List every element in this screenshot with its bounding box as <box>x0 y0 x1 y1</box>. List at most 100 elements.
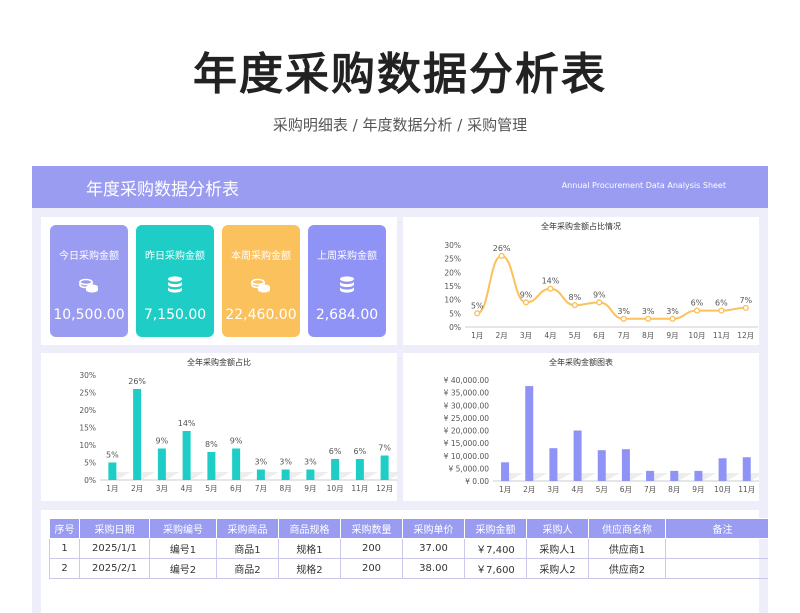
data-label: 7% <box>739 296 752 305</box>
table-cell: 38.00 <box>402 558 465 579</box>
x-tick-label: 8月 <box>668 485 680 494</box>
data-label: 6% <box>715 299 728 308</box>
kpi-label: 昨日采购金额 <box>145 251 205 262</box>
bar <box>646 470 655 481</box>
bar <box>133 389 142 480</box>
x-tick-label: 1月 <box>106 484 118 493</box>
table-cell: 规格1 <box>278 538 341 559</box>
y-tick-label: 15% <box>444 282 461 291</box>
data-point <box>547 285 554 292</box>
kpi-card-yesterday: 昨日采购金额 7,150.00 <box>136 225 214 337</box>
data-label: 6% <box>691 299 704 308</box>
table-cell: 商品2 <box>216 558 279 579</box>
sheet: 年度采购数据分析表 Annual Procurement Data Analys… <box>32 166 768 613</box>
data-point <box>498 252 505 260</box>
data-point <box>669 315 676 322</box>
table-cell <box>665 558 768 579</box>
chart-title: 全年采购金额图表 <box>549 357 613 367</box>
data-point <box>645 315 652 322</box>
bar <box>281 469 290 480</box>
table-header-cell: 采购编号 <box>149 518 217 539</box>
bar <box>207 452 216 480</box>
table-cell: 供应商2 <box>588 558 666 579</box>
data-point <box>742 304 749 311</box>
x-tick-label: 12月 <box>376 484 393 493</box>
kpi-card-today: 今日采购金额 10,500.00 <box>50 225 128 337</box>
data-label: 26% <box>493 244 511 253</box>
bar <box>380 455 389 480</box>
data-point <box>718 307 725 314</box>
y-tick-label: 30% <box>444 241 461 250</box>
y-tick-label: 0% <box>449 323 461 332</box>
x-tick-label: 7月 <box>618 331 630 340</box>
data-point <box>571 302 578 309</box>
data-label: 3% <box>279 458 292 467</box>
bar <box>256 469 265 480</box>
bar <box>525 386 534 481</box>
y-tick-label: 25% <box>79 389 96 398</box>
bar <box>501 462 510 481</box>
percent-bar-chart: 全年采购金额占比 0% 5% 10% 15% 20% 25% 30% 1月 2月 3月 4月 5月 6月 7… <box>79 357 397 493</box>
y-tick-label: ¥ 5,000.00 <box>448 464 489 473</box>
x-tick-label: 2月 <box>131 484 143 493</box>
kpi-card-this-week: 本周采购金额 22,460.00 <box>222 225 300 337</box>
line-chart-panel: 全年采购金额占比情况 0% 5% 10% 15% 20% 25% 30% 1月 2月 3月 4月 5月 6… <box>403 217 759 345</box>
table-cell: 采购人2 <box>526 558 589 579</box>
data-label: 14% <box>542 277 560 286</box>
y-tick-label: 20% <box>444 268 461 277</box>
bar <box>573 430 582 481</box>
kpi-value: 7,150.00 <box>143 307 207 323</box>
data-point <box>522 299 530 306</box>
bar <box>182 431 191 480</box>
data-label: 6% <box>354 447 367 456</box>
y-tick-label: ¥ 40,000.00 <box>444 376 490 385</box>
table-cell: 编号1 <box>149 538 217 559</box>
y-tick-label: ¥ 25,000.00 <box>444 414 490 423</box>
data-label: 3% <box>304 458 317 467</box>
bar <box>670 470 679 481</box>
x-tick-label: 3月 <box>520 331 532 340</box>
table-header-cell: 采购商品 <box>216 518 279 539</box>
table-cell: 2 <box>49 558 80 579</box>
x-tick-label: 5月 <box>596 485 608 494</box>
kpi-label: 今日采购金额 <box>59 251 119 262</box>
data-label: 9% <box>230 437 243 446</box>
data-point <box>596 299 603 306</box>
bar <box>597 450 606 481</box>
data-label: 9% <box>156 437 169 446</box>
x-tick-label: 4月 <box>571 485 583 494</box>
detail-table: 序号 采购日期 采购编号 采购商品 商品规格 采购数量 采购单价 采购金额 采购人 供应商名称 备注… <box>49 518 768 579</box>
page-subtitle: 采购明细表 / 年度数据分析 / 采购管理 <box>272 116 528 134</box>
y-tick-label: ¥ 20,000.00 <box>444 427 490 436</box>
y-tick-label: ¥ 35,000.00 <box>444 389 490 398</box>
table-cell: 规格2 <box>278 558 341 579</box>
x-tick-label: 9月 <box>692 485 704 494</box>
table-header-row: 序号 采购日期 采购编号 采购商品 商品规格 采购数量 采购单价 采购金额 采购人 供应商名称 备注 <box>49 518 768 539</box>
table-header-cell: 供应商名称 <box>588 518 666 539</box>
y-tick-label: 25% <box>444 255 461 264</box>
sheet-title: 年度采购数据分析表 <box>86 180 239 200</box>
table-cell: 编号2 <box>149 558 217 579</box>
data-label: 3% <box>255 458 268 467</box>
table-cell: 200 <box>340 558 403 579</box>
kpi-value: 22,460.00 <box>225 307 297 323</box>
y-tick-label: 30% <box>79 371 96 380</box>
table-cell: 供应商1 <box>588 538 666 559</box>
table-row[interactable]: 2 2025/2/1 编号2 商品2 规格2 200 38.00 ￥7,600 采购人2 供应商2 <box>49 558 768 579</box>
chart-title: 全年采购金额占比情况 <box>541 221 621 231</box>
x-tick-label: 2月 <box>523 485 535 494</box>
table-cell: ￥7,600 <box>464 558 527 579</box>
x-tick-label: 4月 <box>180 484 192 493</box>
table-row[interactable]: 1 2025/1/1 编号1 商品1 规格1 200 37.00 ￥7,400 采购人1 供应商1 <box>49 538 768 559</box>
x-tick-label: 1月 <box>499 485 511 494</box>
table-header-cell: 商品规格 <box>278 518 341 539</box>
data-point <box>474 310 481 317</box>
y-tick-label: 10% <box>79 441 96 450</box>
data-label: 26% <box>128 377 146 386</box>
y-tick-label: ¥ 30,000.00 <box>444 401 490 410</box>
bar <box>694 470 703 481</box>
x-tick-label: 6月 <box>593 331 605 340</box>
y-tick-label: ¥ 10,000.00 <box>444 452 490 461</box>
bar <box>306 469 315 480</box>
y-tick-label: ¥ 15,000.00 <box>444 439 490 448</box>
